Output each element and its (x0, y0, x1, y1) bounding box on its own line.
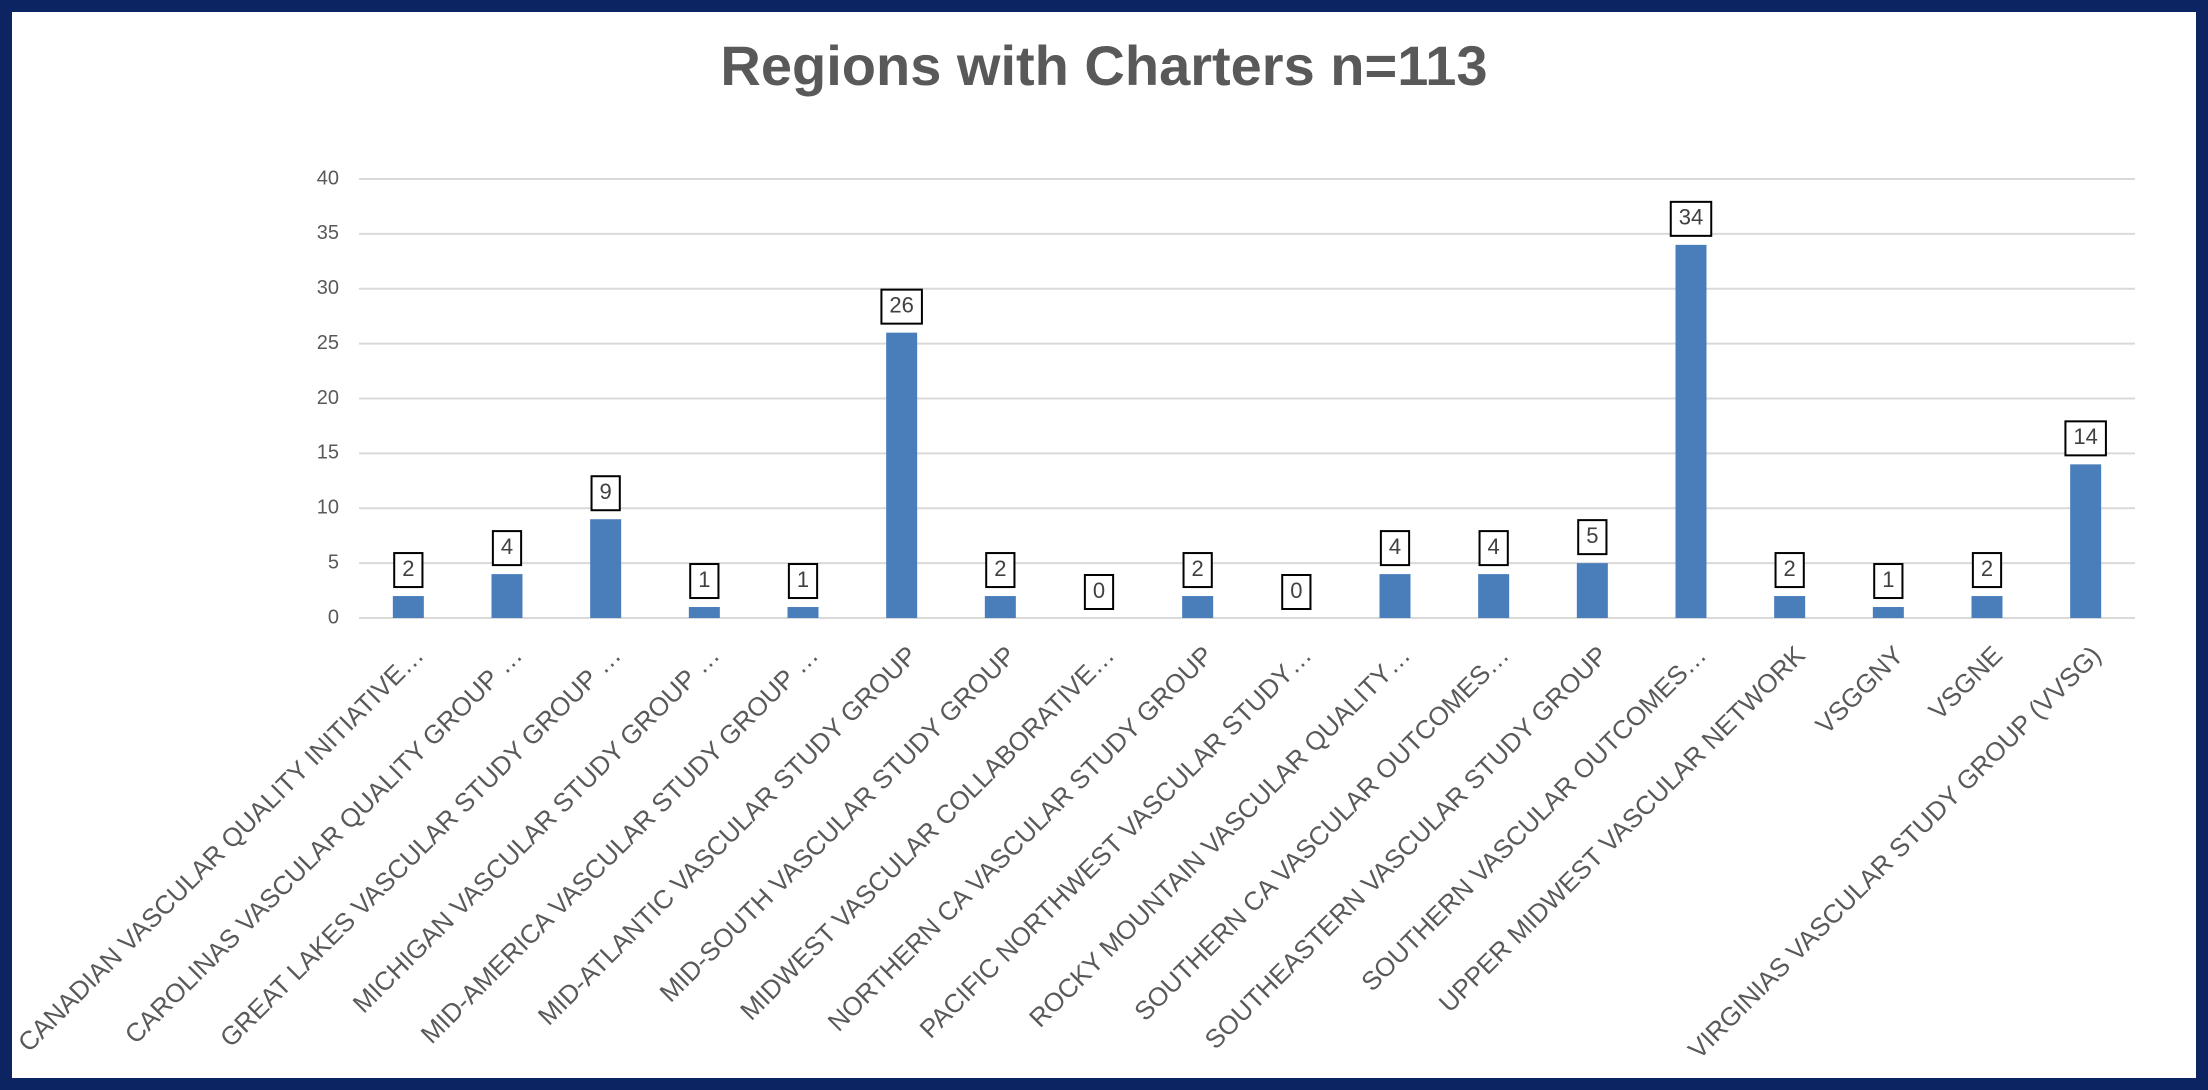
data-label-box (880, 288, 923, 325)
data-label-box (1577, 519, 1608, 556)
data-label-box (1971, 552, 2003, 589)
data-label: 2 (994, 556, 1006, 581)
data-label: 4 (1488, 534, 1500, 559)
data-label-box (1083, 574, 1115, 610)
data-label: 4 (501, 534, 513, 559)
y-tick-label: 5 (328, 551, 339, 573)
data-label: 1 (797, 567, 809, 592)
bar (590, 519, 622, 618)
data-label-box (393, 552, 424, 589)
data-label-box (1182, 552, 1213, 589)
data-label: 2 (402, 556, 414, 581)
y-tick-label: 35 (317, 222, 339, 244)
data-label-box (1281, 574, 1312, 610)
bar (1774, 596, 1806, 618)
data-label-box (1774, 552, 1805, 589)
data-label: 9 (600, 479, 612, 504)
data-label-box (787, 563, 819, 600)
data-label: 5 (1586, 523, 1598, 548)
data-label-box (1478, 530, 1509, 567)
data-label: 26 (889, 292, 913, 317)
y-tick-label: 0 (328, 606, 339, 628)
data-label: 34 (1679, 205, 1703, 230)
data-label-box (491, 530, 523, 567)
y-tick-label: 20 (317, 387, 339, 409)
data-label: 4 (1389, 534, 1401, 559)
bar (984, 596, 1016, 618)
y-tick-label: 40 (317, 167, 339, 189)
chart-title: Regions with Charters n=113 (720, 34, 1487, 97)
bar (491, 574, 523, 618)
data-label-box (985, 552, 1016, 589)
y-tick-label: 25 (317, 332, 339, 354)
data-label-box (590, 475, 621, 512)
data-label-box (1873, 563, 1904, 600)
bar (688, 607, 720, 618)
data-label: 1 (698, 567, 710, 592)
data-label-box (1669, 200, 1713, 237)
data-label-box (689, 563, 720, 600)
data-label: 0 (1093, 578, 1105, 603)
data-label-box (2064, 420, 2107, 457)
data-label: 2 (1784, 556, 1796, 581)
data-label: 0 (1290, 578, 1302, 603)
bar (1379, 574, 1411, 618)
bar (1971, 596, 2003, 618)
bar (1675, 244, 1707, 618)
data-label: 2 (1981, 556, 1993, 581)
bar (1182, 596, 1214, 618)
bar (787, 607, 819, 618)
y-tick-label: 10 (317, 497, 339, 519)
y-tick-label: 30 (317, 277, 339, 299)
bar (392, 596, 424, 618)
data-label: 1 (1882, 567, 1894, 592)
data-label: 2 (1192, 556, 1204, 581)
bar (886, 332, 918, 618)
bar (1576, 563, 1608, 618)
data-label: 14 (2073, 424, 2097, 449)
data-label-box (1379, 530, 1411, 567)
bar (1478, 574, 1510, 618)
bar (2070, 464, 2102, 618)
y-tick-label: 15 (317, 442, 339, 464)
bar (1872, 607, 1904, 618)
